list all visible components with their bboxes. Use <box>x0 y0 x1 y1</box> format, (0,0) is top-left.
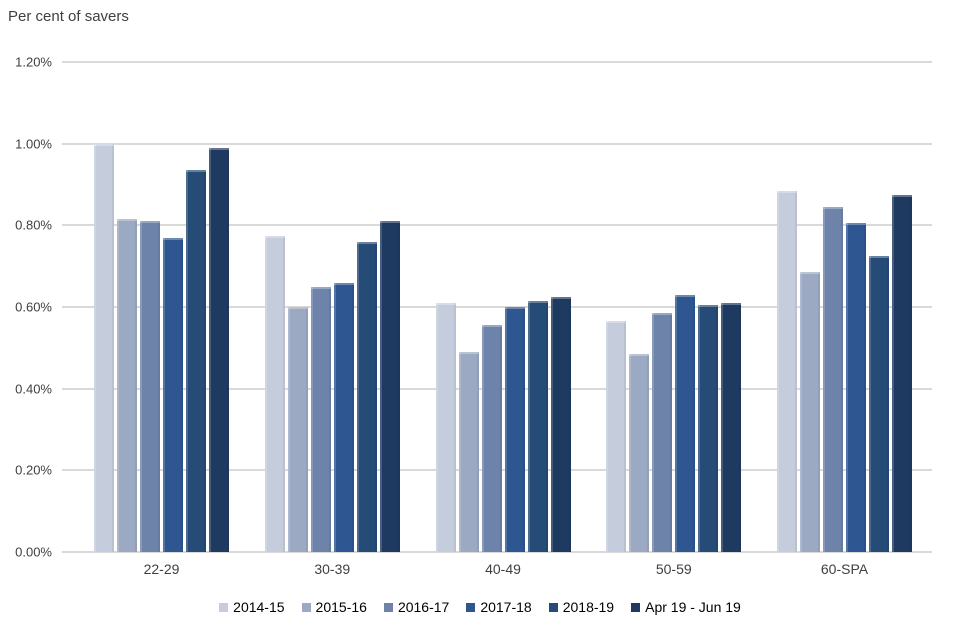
bar-2018-19-50-59 <box>698 304 719 552</box>
legend-label: 2018-19 <box>562 599 615 615</box>
bar-2016-17-40-49 <box>481 325 502 552</box>
bar-2017-18-22-29 <box>163 237 183 552</box>
bar-2017-18-50-59 <box>675 294 696 552</box>
bar-2014-15-60-SPA <box>777 190 797 552</box>
gridline <box>62 224 932 227</box>
x-category-label: 30-39 <box>314 561 351 577</box>
y-tick-label: 0.40% <box>15 381 52 397</box>
bar-2014-15-50-59 <box>606 321 627 552</box>
y-tick-label: 0.60% <box>15 299 52 315</box>
legend: 2014-15 2015-16 2016-17 2017-18 2018-19 Apr 1… <box>0 599 960 615</box>
bar-2014-15-40-49 <box>435 302 456 552</box>
bar-2015-16-30-39 <box>287 307 308 552</box>
bar-2018-19-40-49 <box>527 300 548 552</box>
x-category-label: 60-SPA <box>820 561 869 577</box>
bar-2014-15-22-29 <box>94 143 114 552</box>
bar-2017-18-60-SPA <box>846 223 866 552</box>
bar-2017-18-30-39 <box>333 282 354 552</box>
bar-2018-19-30-39 <box>356 241 377 552</box>
chart-title: Per cent of savers <box>8 8 129 25</box>
legend-swatch-icon <box>219 602 229 612</box>
bar-2017-18-40-49 <box>504 307 525 552</box>
bar-2014-15-30-39 <box>264 235 285 552</box>
legend-label: 2016-17 <box>397 599 450 615</box>
legend-label: 2015-16 <box>315 599 367 615</box>
legend-label: Apr 19 - Jun 19 <box>645 599 741 615</box>
legend-swatch-icon <box>631 602 641 612</box>
bar-2016-17-30-39 <box>310 286 331 552</box>
bar-group-50-59: 50-59 <box>606 62 742 577</box>
legend-item-2016-17: 2016-17 <box>383 599 450 615</box>
bar-2016-17-22-29 <box>140 221 160 552</box>
legend-item-2014-15: 2014-15 <box>219 599 285 615</box>
bar-Apr 19 - Jun 19-22-29 <box>209 147 229 552</box>
legend-swatch-icon <box>548 602 558 612</box>
bar-Apr 19 - Jun 19-30-39 <box>379 221 400 552</box>
gridline <box>62 306 932 308</box>
x-category-label: 50-59 <box>655 561 692 577</box>
gridline <box>62 142 932 145</box>
bar-2015-16-22-29 <box>117 219 137 552</box>
x-category-label: 22-29 <box>143 561 180 577</box>
bar-2015-16-50-59 <box>629 353 650 552</box>
x-category-label: 40-49 <box>485 561 521 577</box>
bar-group-30-39: 30-39 <box>264 62 400 577</box>
bar-2015-16-40-49 <box>458 351 479 552</box>
bar-2015-16-60-SPA <box>800 272 820 552</box>
legend-item-2018-19: 2018-19 <box>548 599 615 615</box>
y-tick-label: 1.00% <box>15 136 52 152</box>
bar-2018-19-60-SPA <box>869 255 889 552</box>
y-axis: 0.00% 0.20% 0.40% 0.60% 0.80% 1.00% 1.20% <box>0 55 56 560</box>
legend-item-2015-16: 2015-16 <box>301 599 367 615</box>
bar-groups: 22-29 30-39 40-49 50-59 60-SPA <box>62 62 932 577</box>
legend-swatch-icon <box>301 602 311 612</box>
legend-swatch-icon <box>383 602 393 612</box>
bar-2016-17-60-SPA <box>823 206 843 552</box>
bar-Apr 19 - Jun 19-50-59 <box>721 302 742 552</box>
bar-2016-17-50-59 <box>652 313 673 552</box>
plot-area: 22-29 30-39 40-49 50-59 60-SPA <box>62 61 932 577</box>
gridline <box>62 61 932 63</box>
gridline <box>62 551 932 553</box>
legend-label: 2017-18 <box>480 599 532 615</box>
y-tick-label: 0.20% <box>15 462 52 478</box>
legend-item-2017-18: 2017-18 <box>466 599 532 615</box>
legend-item-Apr 19 - Jun 19: Apr 19 - Jun 19 <box>631 599 741 615</box>
bar-group-22-29: 22-29 <box>94 62 229 577</box>
bar-group-40-49: 40-49 <box>435 62 571 577</box>
bar-Apr 19 - Jun 19-40-49 <box>550 296 571 552</box>
legend-label: 2014-15 <box>233 599 285 615</box>
bar-2018-19-22-29 <box>186 170 206 552</box>
bar-Apr 19 - Jun 19-60-SPA <box>892 194 912 552</box>
y-tick-label: 0.80% <box>15 217 52 233</box>
legend-swatch-icon <box>466 602 476 612</box>
y-tick-label: 0.00% <box>15 544 52 560</box>
y-tick-label: 1.20% <box>15 54 52 70</box>
bar-group-60-SPA: 60-SPA <box>777 62 912 577</box>
